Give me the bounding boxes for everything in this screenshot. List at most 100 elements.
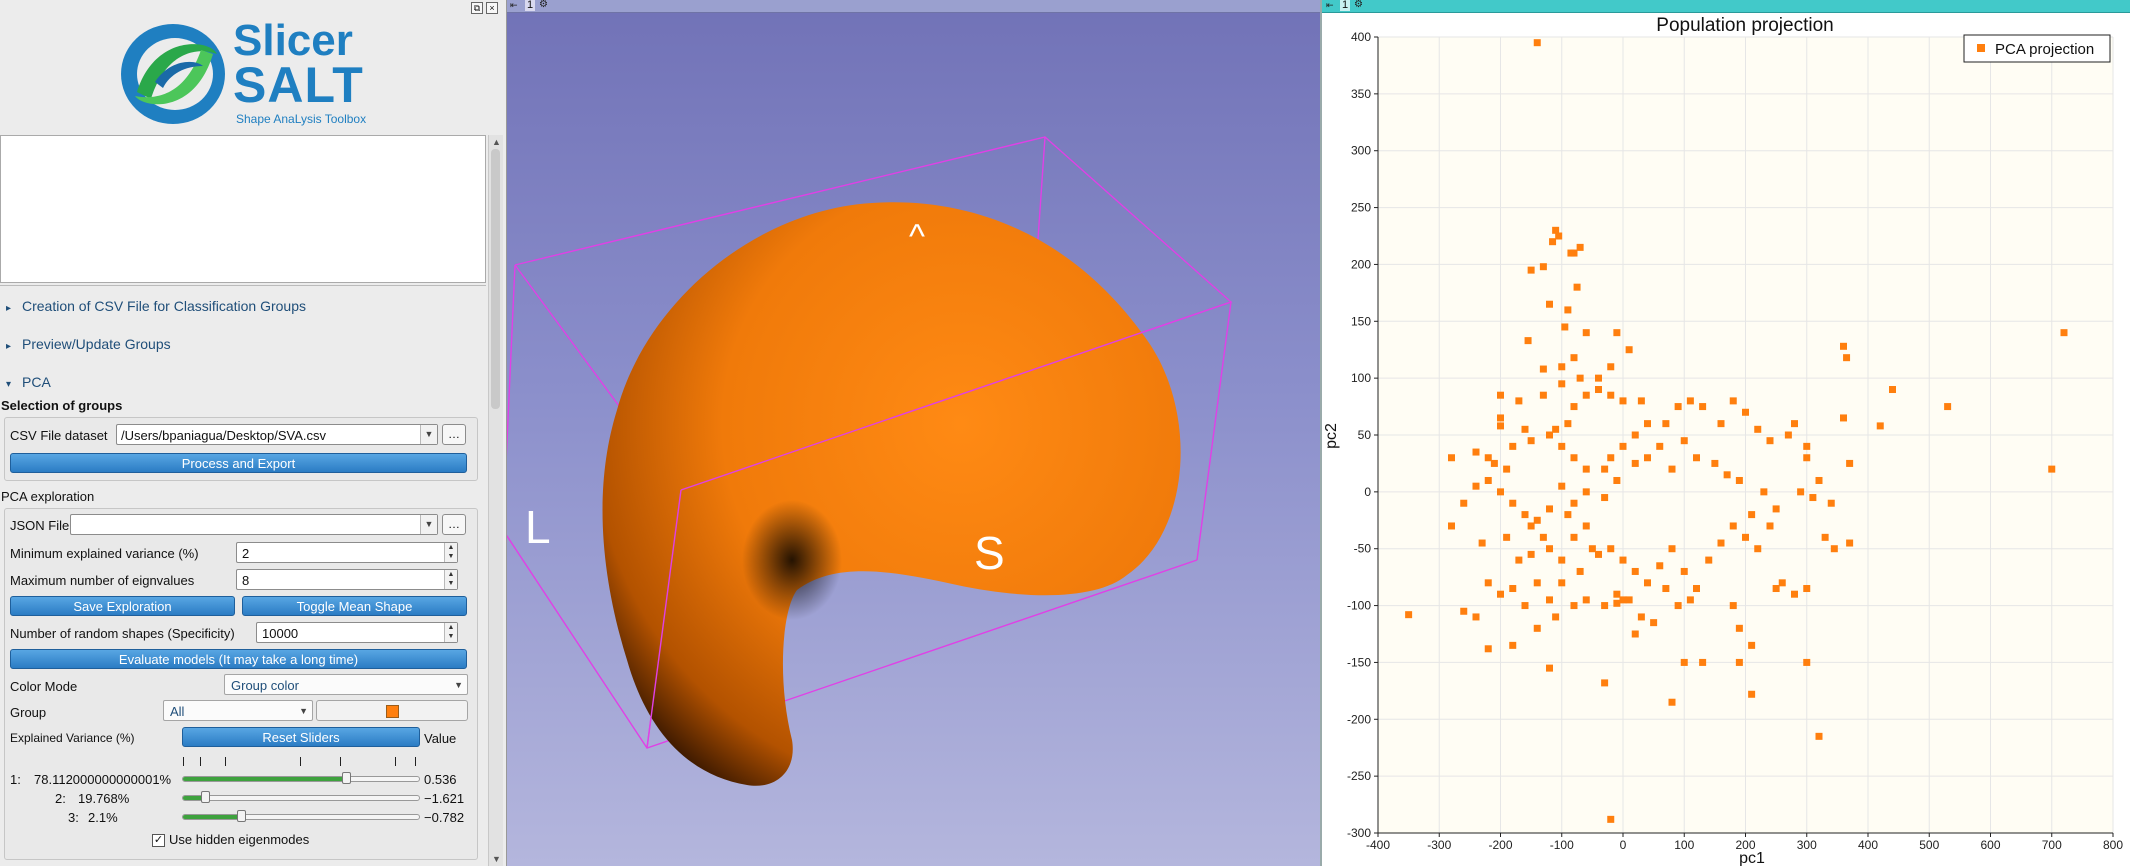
scatter-point[interactable] <box>1546 300 1553 308</box>
pin-icon[interactable]: ⇤ <box>1326 0 1334 10</box>
scatter-point[interactable] <box>1748 641 1756 649</box>
scatter-point[interactable] <box>1680 658 1688 666</box>
mode-slider[interactable] <box>182 810 420 822</box>
scatter-point[interactable] <box>1582 596 1590 604</box>
scatter-point[interactable] <box>1405 611 1413 619</box>
toggle-mean-shape-button[interactable]: Toggle Mean Shape <box>242 596 467 616</box>
scatter-point[interactable] <box>1662 585 1670 593</box>
scatter-point[interactable] <box>1595 386 1602 394</box>
scatter-point[interactable] <box>1521 602 1529 610</box>
save-exploration-button[interactable]: Save Exploration <box>10 596 235 616</box>
max-eigenvalues-spinbox[interactable]: 8 ▲ ▼ <box>236 569 458 590</box>
scatter-point[interactable] <box>1552 613 1560 621</box>
scatter-point[interactable] <box>1711 459 1719 467</box>
scatter-point[interactable] <box>1570 602 1578 610</box>
panel-scrollbar[interactable]: ▲ ▼ <box>488 135 503 866</box>
scatter-point[interactable] <box>1533 39 1541 47</box>
pin-icon[interactable]: ⇤ <box>510 0 518 10</box>
scatter-point[interactable] <box>1827 499 1835 507</box>
scatter-point[interactable] <box>1766 437 1774 445</box>
scatter-point[interactable] <box>1778 579 1786 587</box>
scatter-point[interactable] <box>1484 579 1492 587</box>
scatter-point[interactable] <box>1564 306 1572 314</box>
scatter-point[interactable] <box>1552 425 1560 433</box>
reset-sliders-button[interactable]: Reset Sliders <box>182 727 420 747</box>
undock-icon[interactable]: ⧉ <box>471 2 483 14</box>
spin-arrows-icon[interactable]: ▲ ▼ <box>444 543 457 562</box>
color-mode-combobox[interactable]: Group color ▼ <box>224 674 468 695</box>
scatter-point[interactable] <box>1552 226 1560 234</box>
scatter-point[interactable] <box>1686 397 1694 405</box>
scatter-point[interactable] <box>1546 664 1553 672</box>
section-pca[interactable]: ▾ PCA <box>6 374 51 390</box>
scatter-point[interactable] <box>1539 263 1547 271</box>
scatter-point[interactable] <box>1607 454 1615 462</box>
scatter-point[interactable] <box>1558 579 1566 587</box>
scatter-point[interactable] <box>1668 545 1676 553</box>
scatter-point[interactable] <box>1490 459 1498 467</box>
scatter-point[interactable] <box>1601 494 1609 502</box>
scatter-point[interactable] <box>1546 505 1553 513</box>
group-combobox[interactable]: All ▼ <box>163 700 313 721</box>
scatter-point[interactable] <box>1460 499 1468 507</box>
scatter-point[interactable] <box>1637 397 1645 405</box>
scatter-point[interactable] <box>1742 408 1749 416</box>
scatter-point[interactable] <box>1674 403 1682 411</box>
3d-scene[interactable] <box>507 0 1320 866</box>
plot-view[interactable]: ⇤ 1 ⚙ -300 -250 -200 -150 -100 -50 0 50 100 150 20… <box>1320 0 2130 866</box>
scatter-point[interactable] <box>1484 476 1492 484</box>
module-help-textbox[interactable] <box>0 135 486 283</box>
scatter-point[interactable] <box>1601 679 1609 687</box>
scatter-point[interactable] <box>1809 494 1817 502</box>
scatter-point[interactable] <box>1533 579 1541 587</box>
chevron-down-icon[interactable]: ▼ <box>420 515 437 534</box>
scatter-point[interactable] <box>1564 420 1572 428</box>
scatter-point[interactable] <box>1791 420 1798 428</box>
scatter-point[interactable] <box>1625 346 1633 354</box>
scatter-point[interactable] <box>1515 556 1523 564</box>
view-settings-icon[interactable]: ⚙ <box>539 0 548 10</box>
scatter-point[interactable] <box>1527 266 1535 274</box>
json-file-combobox[interactable]: ▼ <box>70 514 438 535</box>
scatter-point[interactable] <box>1650 619 1658 627</box>
scatter-point[interactable] <box>1803 442 1811 450</box>
scatter-point[interactable] <box>1674 602 1682 610</box>
mode-slider[interactable] <box>182 772 420 784</box>
scatter-point[interactable] <box>1686 596 1694 604</box>
scatter-point[interactable] <box>1944 403 1952 411</box>
scatter-point[interactable] <box>1555 232 1563 240</box>
group-color-button[interactable] <box>316 700 468 721</box>
scatter-point[interactable] <box>1619 397 1627 405</box>
scatter-point[interactable] <box>1821 533 1829 541</box>
scatter-chart[interactable]: -300 -250 -200 -150 -100 -50 0 50 100 150 200 250 30… <box>1322 12 2130 866</box>
scatter-point[interactable] <box>1693 454 1700 462</box>
mode-slider[interactable] <box>182 791 420 803</box>
scatter-point[interactable] <box>1570 403 1578 411</box>
scatter-point[interactable] <box>1524 337 1532 345</box>
scatter-point[interactable] <box>1631 459 1639 467</box>
scatter-point[interactable] <box>1582 488 1590 496</box>
scatter-point[interactable] <box>1478 539 1486 547</box>
scatter-point[interactable] <box>1791 590 1798 598</box>
scatter-point[interactable] <box>1840 342 1847 350</box>
scatter-point[interactable] <box>1846 539 1854 547</box>
scatter-point[interactable] <box>1631 630 1639 638</box>
scatter-point[interactable] <box>1521 425 1529 433</box>
scatter-point[interactable] <box>2060 329 2068 337</box>
3d-view[interactable]: ⇤ 1 ⚙ <box>507 0 1320 866</box>
spin-arrows-icon[interactable]: ▲ ▼ <box>444 623 457 642</box>
scatter-point[interactable] <box>1570 454 1578 462</box>
scatter-point[interactable] <box>1656 562 1664 570</box>
scatter-point[interactable] <box>1588 545 1596 553</box>
scatter-point[interactable] <box>1717 420 1725 428</box>
scatter-point[interactable] <box>1503 465 1511 473</box>
scatter-point[interactable] <box>1735 476 1743 484</box>
scatter-point[interactable] <box>1573 283 1581 291</box>
scatter-point[interactable] <box>1656 442 1664 450</box>
scatter-point[interactable] <box>1497 391 1504 399</box>
scatter-point[interactable] <box>1607 545 1615 553</box>
scatter-point[interactable] <box>1797 488 1805 496</box>
scatter-point[interactable] <box>1509 499 1517 507</box>
scatter-point[interactable] <box>1533 516 1541 524</box>
scatter-point[interactable] <box>1546 596 1553 604</box>
